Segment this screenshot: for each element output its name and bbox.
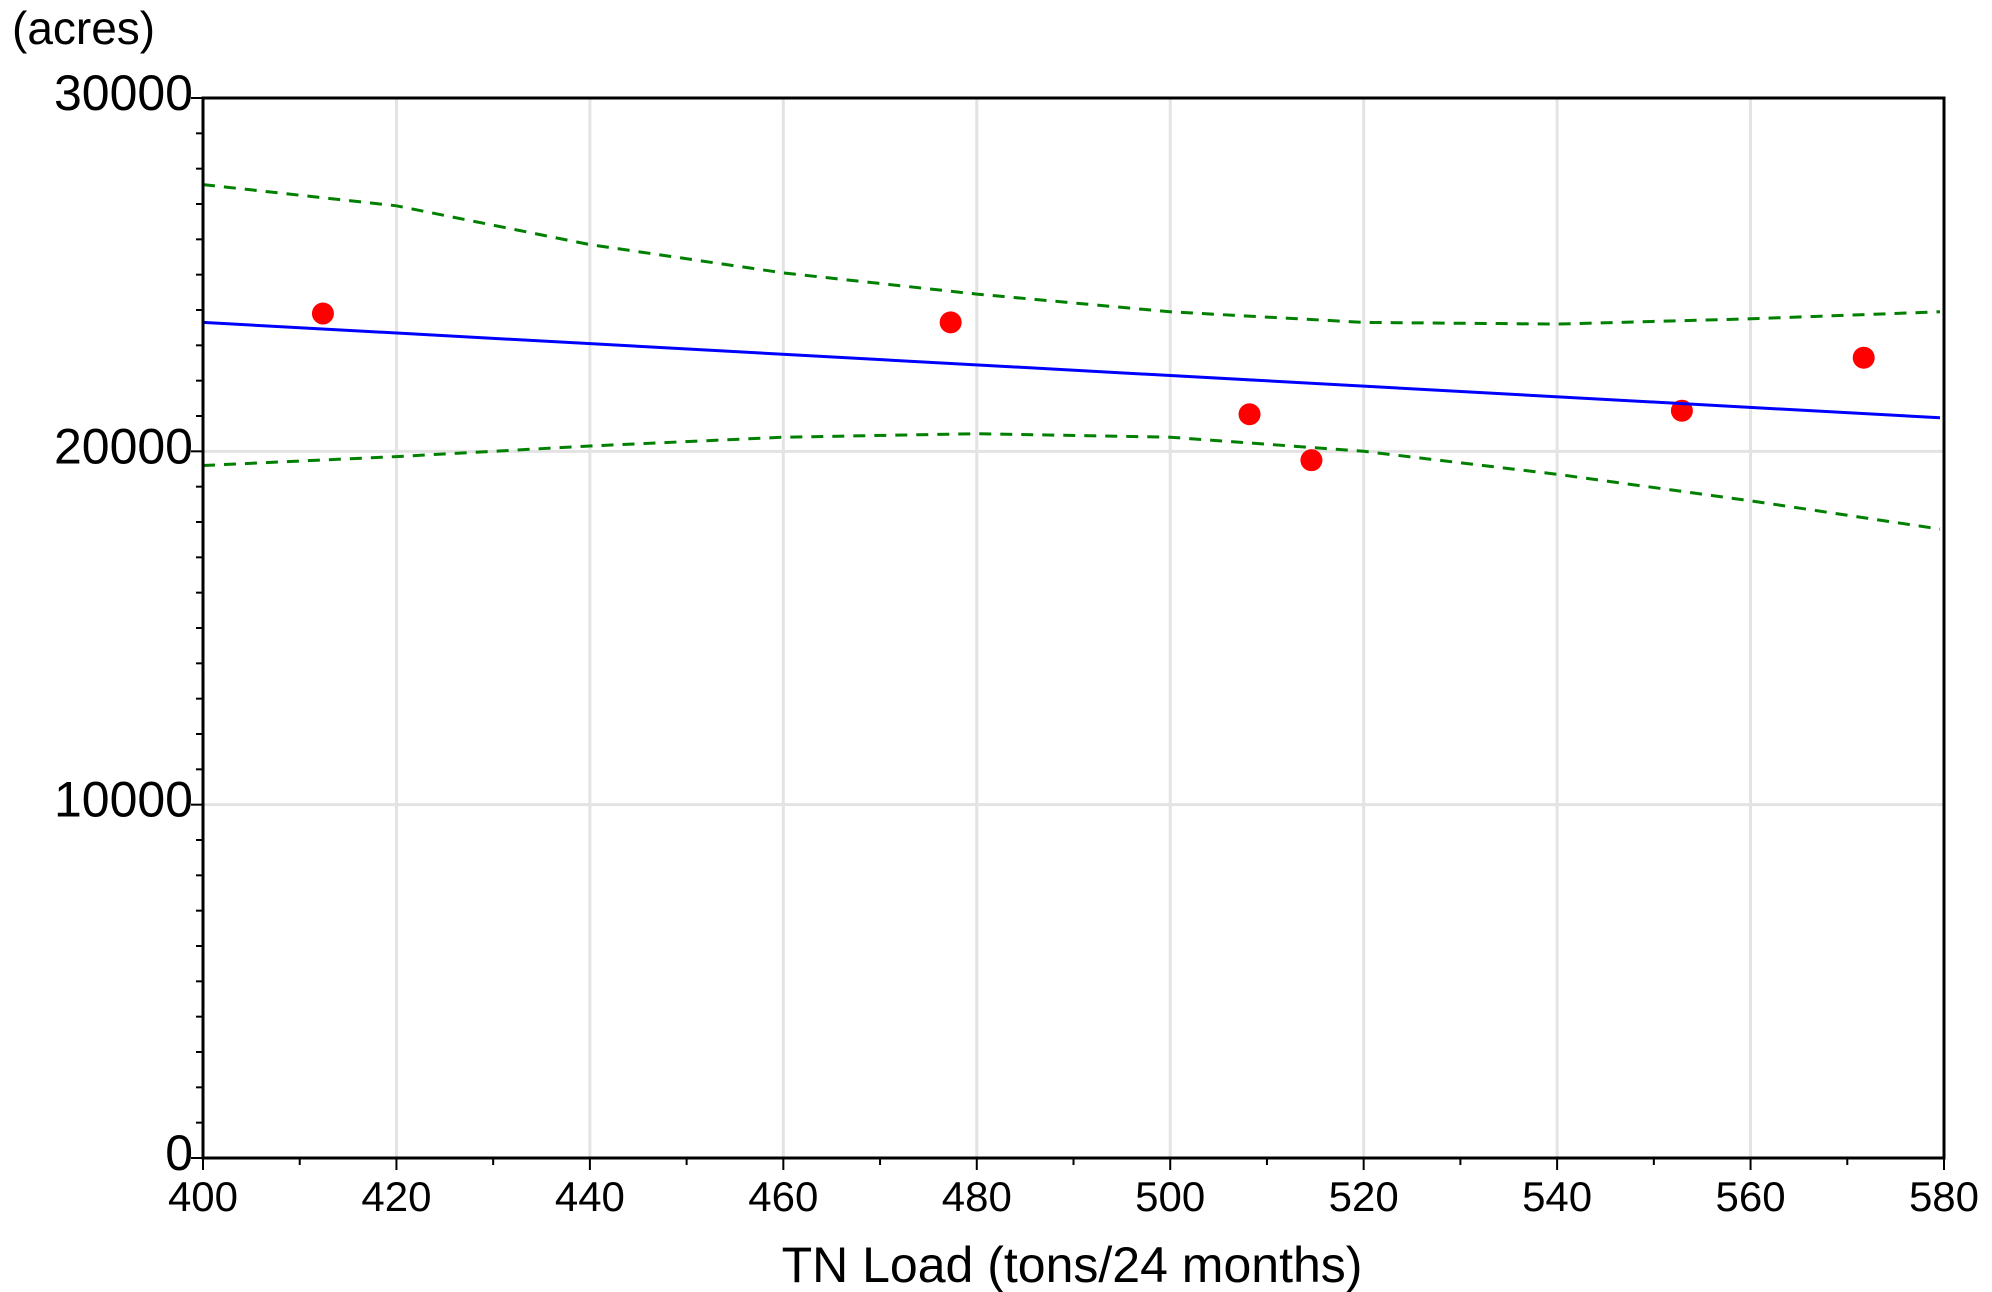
lower-confidence-line (202, 432, 1941, 531)
data-point (1852, 346, 1875, 369)
x-tick-label: 440 (555, 1173, 625, 1220)
y-tick-label: 0 (165, 1125, 193, 1181)
x-tick-label: 460 (748, 1173, 818, 1220)
x-axis-label: TN Load (tons/24 months) (782, 1237, 1363, 1292)
grid (203, 98, 1944, 1158)
y-tick-label: 30000 (54, 65, 193, 121)
tick-labels: 400 420 440 460 480 500 520 540 560 580 0 10000 2000… (54, 65, 1979, 1220)
y-tick-label: 10000 (54, 772, 193, 828)
y-axis-label: (acres) (12, 2, 155, 54)
data-point (939, 311, 962, 334)
regression-line (202, 320, 1941, 420)
x-tick-label: 560 (1716, 1173, 1786, 1220)
x-tick-label: 500 (1135, 1173, 1205, 1220)
series-layer (202, 183, 1941, 531)
plot-frame (201, 96, 1946, 1160)
data-point (1300, 449, 1323, 472)
x-tick-label: 400 (168, 1173, 238, 1220)
data-point (311, 302, 334, 325)
x-tick-label: 480 (942, 1173, 1012, 1220)
upper-confidence-line (202, 183, 1941, 326)
x-tick-label: 420 (361, 1173, 431, 1220)
y-tick-label: 20000 (54, 418, 193, 474)
x-tick-label: 520 (1329, 1173, 1399, 1220)
x-tick-label: 540 (1522, 1173, 1592, 1220)
data-point (1238, 403, 1261, 426)
x-tick-label: 580 (1909, 1173, 1979, 1220)
